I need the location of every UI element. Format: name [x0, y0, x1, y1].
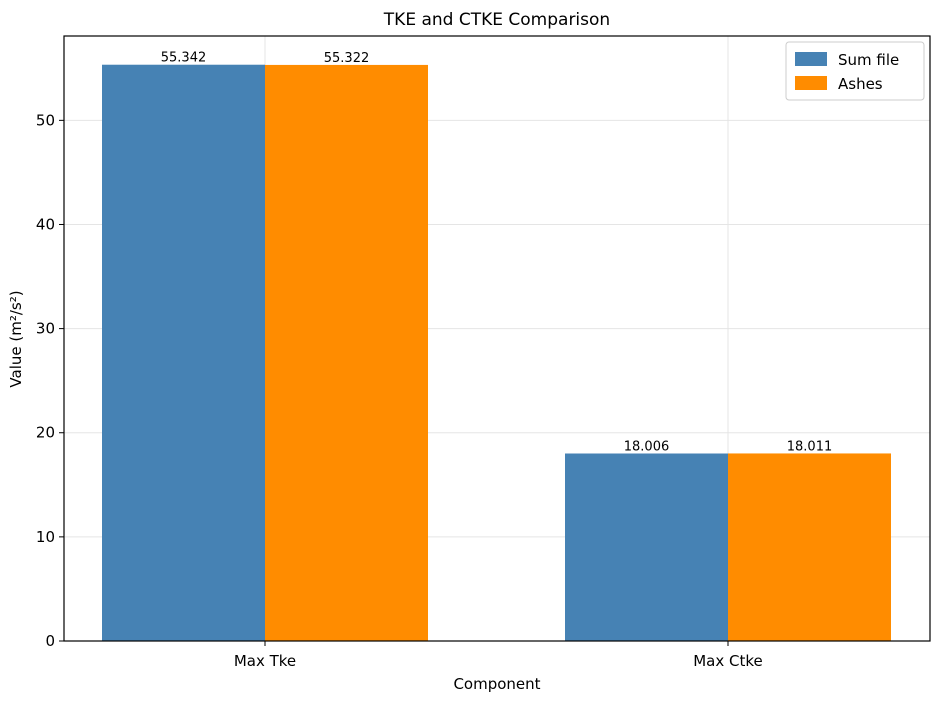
y-tick-label: 20 [36, 424, 55, 442]
bar-value-label: 18.011 [787, 439, 833, 454]
bar-value-label: 55.322 [324, 51, 370, 66]
y-tick-label: 40 [36, 215, 55, 233]
x-axis-ticks: Max Tke Max Ctke [234, 641, 763, 670]
x-tick-label: Max Tke [234, 652, 296, 670]
x-tick-label: Max Ctke [693, 652, 763, 670]
x-axis-label: Component [453, 675, 540, 693]
y-tick-label: 30 [36, 320, 55, 338]
y-tick-label: 50 [36, 111, 55, 129]
legend-swatch-sum-file [795, 52, 827, 66]
bar-value-label: 55.342 [161, 51, 207, 66]
legend-swatch-ashes [795, 76, 827, 90]
bar-sum-file-max-ctke [565, 453, 728, 641]
y-tick-label: 0 [45, 632, 55, 650]
bar-value-label: 18.006 [624, 440, 670, 455]
plot-frame [63, 35, 931, 642]
data-labels: 55.342 18.006 55.322 18.011 [161, 51, 833, 455]
legend-label-sum-file: Sum file [838, 51, 899, 69]
bar-ashes-max-tke [265, 64, 428, 641]
y-axis-ticks: 0 10 20 30 40 50 [36, 111, 64, 650]
bars [102, 64, 891, 641]
chart-title: TKE and CTKE Comparison [383, 10, 610, 30]
y-axis-label: Value (m²/s²) [7, 290, 25, 387]
legend-label-ashes: Ashes [838, 75, 883, 93]
bar-sum-file-max-tke [102, 64, 265, 641]
legend: Sum file Ashes [785, 41, 925, 101]
y-tick-label: 10 [36, 528, 55, 546]
bar-ashes-max-ctke [728, 453, 891, 641]
